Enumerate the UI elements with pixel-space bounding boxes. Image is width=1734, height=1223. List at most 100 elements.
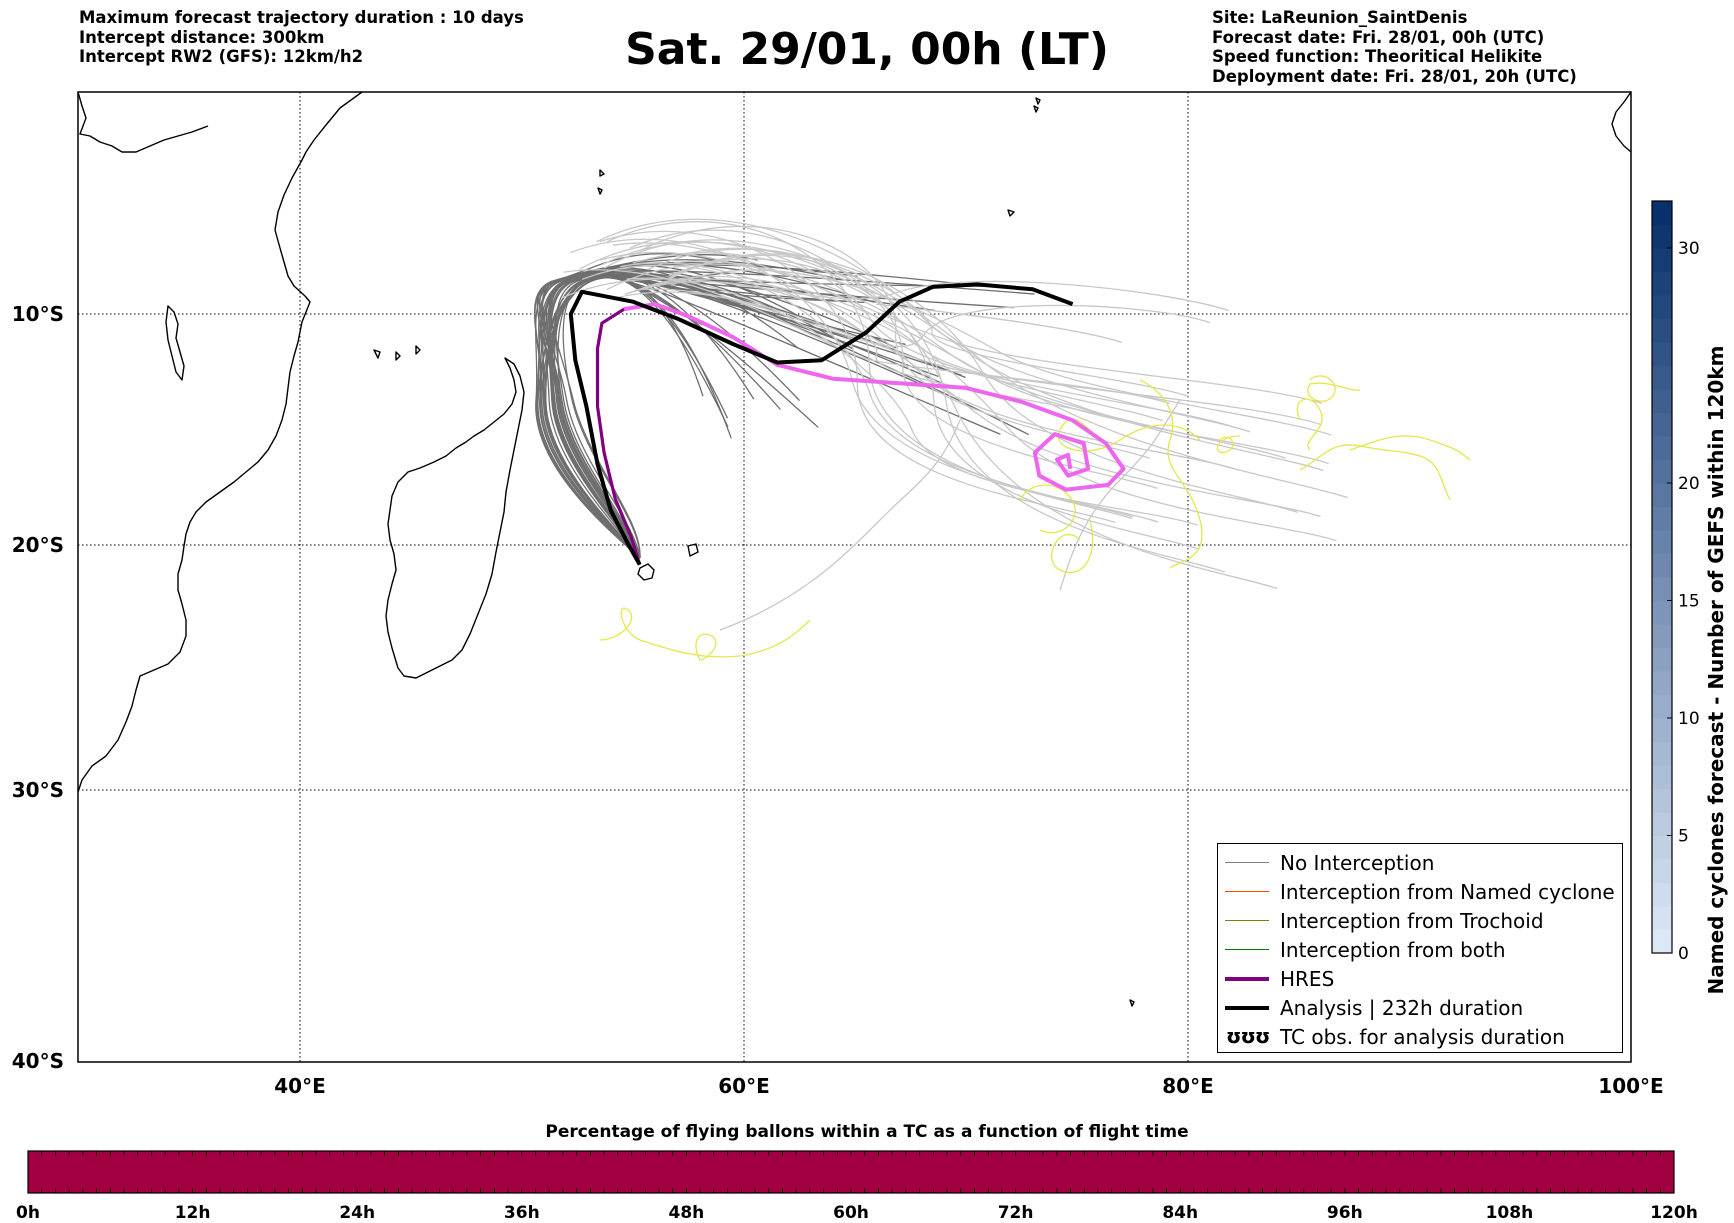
lon-tick-60e: 60°E	[718, 1074, 770, 1098]
legend-label-trochoid: Interception from Trochoid	[1280, 909, 1544, 933]
ensemble-track	[620, 262, 1321, 518]
header-intercept-distance: Intercept distance: 300km	[79, 27, 325, 47]
tc-observation-track	[1299, 444, 1451, 501]
ensemble-tracks-light	[562, 218, 1348, 631]
ensemble-track	[539, 259, 842, 559]
timebar-tick-label: 60h	[833, 1203, 869, 1223]
colorbar-segment	[1652, 365, 1672, 390]
colorbar-segment	[1652, 318, 1672, 343]
colorbar-segment	[1652, 271, 1672, 296]
header-info-left: Maximum forecast trajectory duration : 1…	[79, 8, 524, 67]
tc-observation-track	[1349, 435, 1471, 461]
lat-tick-40s: 40°S	[12, 1049, 64, 1073]
africa-coastline	[78, 92, 363, 793]
colorbar-segment	[1652, 624, 1672, 649]
colorbar-segment	[1652, 718, 1672, 743]
legend-swatch-trochoid	[1225, 920, 1269, 921]
colorbar-segment	[1652, 295, 1672, 320]
timebar-tick-label: 36h	[504, 1203, 540, 1223]
colorbar-segment	[1652, 506, 1672, 531]
header-forecast-date: Forecast date: Fri. 28/01, 00h (UTC)	[1212, 27, 1545, 47]
lon-tick-40e: 40°E	[274, 1074, 326, 1098]
colorbar-segment	[1652, 765, 1672, 790]
colorbar-tick-label: 5	[1678, 827, 1689, 847]
colorbar-tick-label: 15	[1678, 592, 1700, 612]
colorbar-segment	[1652, 647, 1672, 672]
legend-item-analysis: Analysis | 232h duration	[1218, 994, 1622, 1022]
colorbar-tick-label: 0	[1678, 944, 1689, 964]
colorbar-segment	[1652, 694, 1672, 719]
colorbar-segment	[1652, 530, 1672, 555]
colorbar-segment	[1652, 342, 1672, 367]
map-frame	[77, 91, 1632, 1063]
header-intercept-rw2: Intercept RW2 (GFS): 12km/h2	[79, 47, 364, 66]
colorbar-segment	[1652, 741, 1672, 766]
ensemble-track	[668, 258, 1200, 550]
legend-swatch-no-interception	[1225, 862, 1269, 863]
seychelles-islands	[597, 169, 605, 195]
ensemble-track	[670, 269, 1332, 436]
coastlines	[78, 92, 1631, 1007]
colorbar-segment	[1652, 436, 1672, 461]
ensemble-track	[629, 229, 1278, 590]
india-coastline	[1611, 92, 1631, 153]
colorbar-segment	[1652, 812, 1672, 837]
ensemble-track	[633, 252, 1122, 344]
colorbar-tick-label: 20	[1678, 474, 1700, 494]
ensemble-track	[533, 252, 729, 559]
colorbar-segment	[1652, 483, 1672, 508]
colorbar-segment	[1652, 835, 1672, 860]
ensemble-track	[537, 271, 730, 559]
legend-label-tc-obs: TC obs. for analysis duration	[1280, 1025, 1565, 1049]
lat-tick-labels: 10°S 20°S 30°S 40°S	[12, 302, 64, 1073]
timebar-tick-label: 24h	[339, 1203, 375, 1223]
ensemble-track	[563, 269, 1170, 405]
colorbar-segment	[1652, 859, 1672, 884]
lat-tick-20s: 20°S	[12, 533, 64, 557]
map-title: Sat. 29/01, 00h (LT)	[625, 24, 1109, 75]
timebar-tick-label: 108h	[1486, 1203, 1534, 1223]
tc-observation-track	[1139, 379, 1203, 569]
ensemble-track	[626, 277, 1199, 526]
maldives-islands	[1033, 97, 1041, 113]
timebar-tick-label: 48h	[669, 1203, 705, 1223]
timebar-tick-label: 84h	[1162, 1203, 1198, 1223]
ensemble-track	[719, 419, 961, 631]
timebar-title: Percentage of flying ballons within a TC…	[545, 1122, 1189, 1142]
lat-tick-30s: 30°S	[12, 778, 64, 802]
saint-paul-islands	[1129, 999, 1135, 1007]
tc-observation-track	[1019, 484, 1076, 534]
lat-tick-10s: 10°S	[12, 302, 64, 326]
ensemble-track	[551, 276, 819, 559]
legend-item-named-cyclone: Interception from Named cyclone	[1218, 878, 1622, 906]
colorbar-segment	[1652, 553, 1672, 578]
header-info-right: Site: LaReunion_SaintDenis Forecast date…	[1212, 8, 1577, 86]
colorbar-segment	[1652, 248, 1672, 273]
colorbar-segment	[1652, 600, 1672, 625]
ensemble-track	[599, 230, 1116, 524]
ensemble-track	[675, 247, 1189, 397]
legend-item-trochoid: Interception from Trochoid	[1218, 907, 1622, 935]
legend-swatch-analysis	[1225, 1006, 1269, 1010]
colorbar-segment	[1652, 577, 1672, 602]
legend-swatch-hres	[1225, 977, 1269, 981]
lon-tick-80e: 80°E	[1162, 1074, 1214, 1098]
analysis-track	[568, 282, 1074, 566]
timebar-tick-label: 96h	[1327, 1203, 1363, 1223]
legend-swatch-named-cyclone	[1225, 891, 1269, 892]
ensemble-track	[626, 280, 1127, 423]
colorbar-frame	[1651, 200, 1673, 954]
colorbar-segment	[1652, 906, 1672, 931]
tc-obs-symbol-icon: ʊʊʊ	[1226, 1024, 1270, 1048]
colorbar-segment	[1652, 671, 1672, 696]
lon-tick-labels: 40°E 60°E 80°E 100°E	[274, 1074, 1663, 1098]
arabia-coastline	[78, 92, 209, 153]
tc-observation-track	[599, 607, 811, 658]
colorbar	[1652, 201, 1672, 954]
madagascar-coastline	[385, 357, 525, 679]
ensemble-track	[1059, 399, 1181, 591]
colorbar-tick-label: 30	[1678, 239, 1700, 259]
legend-swatch-both	[1225, 949, 1269, 950]
ensemble-track	[670, 253, 1298, 513]
header-max-duration: Maximum forecast trajectory duration : 1…	[79, 8, 524, 27]
